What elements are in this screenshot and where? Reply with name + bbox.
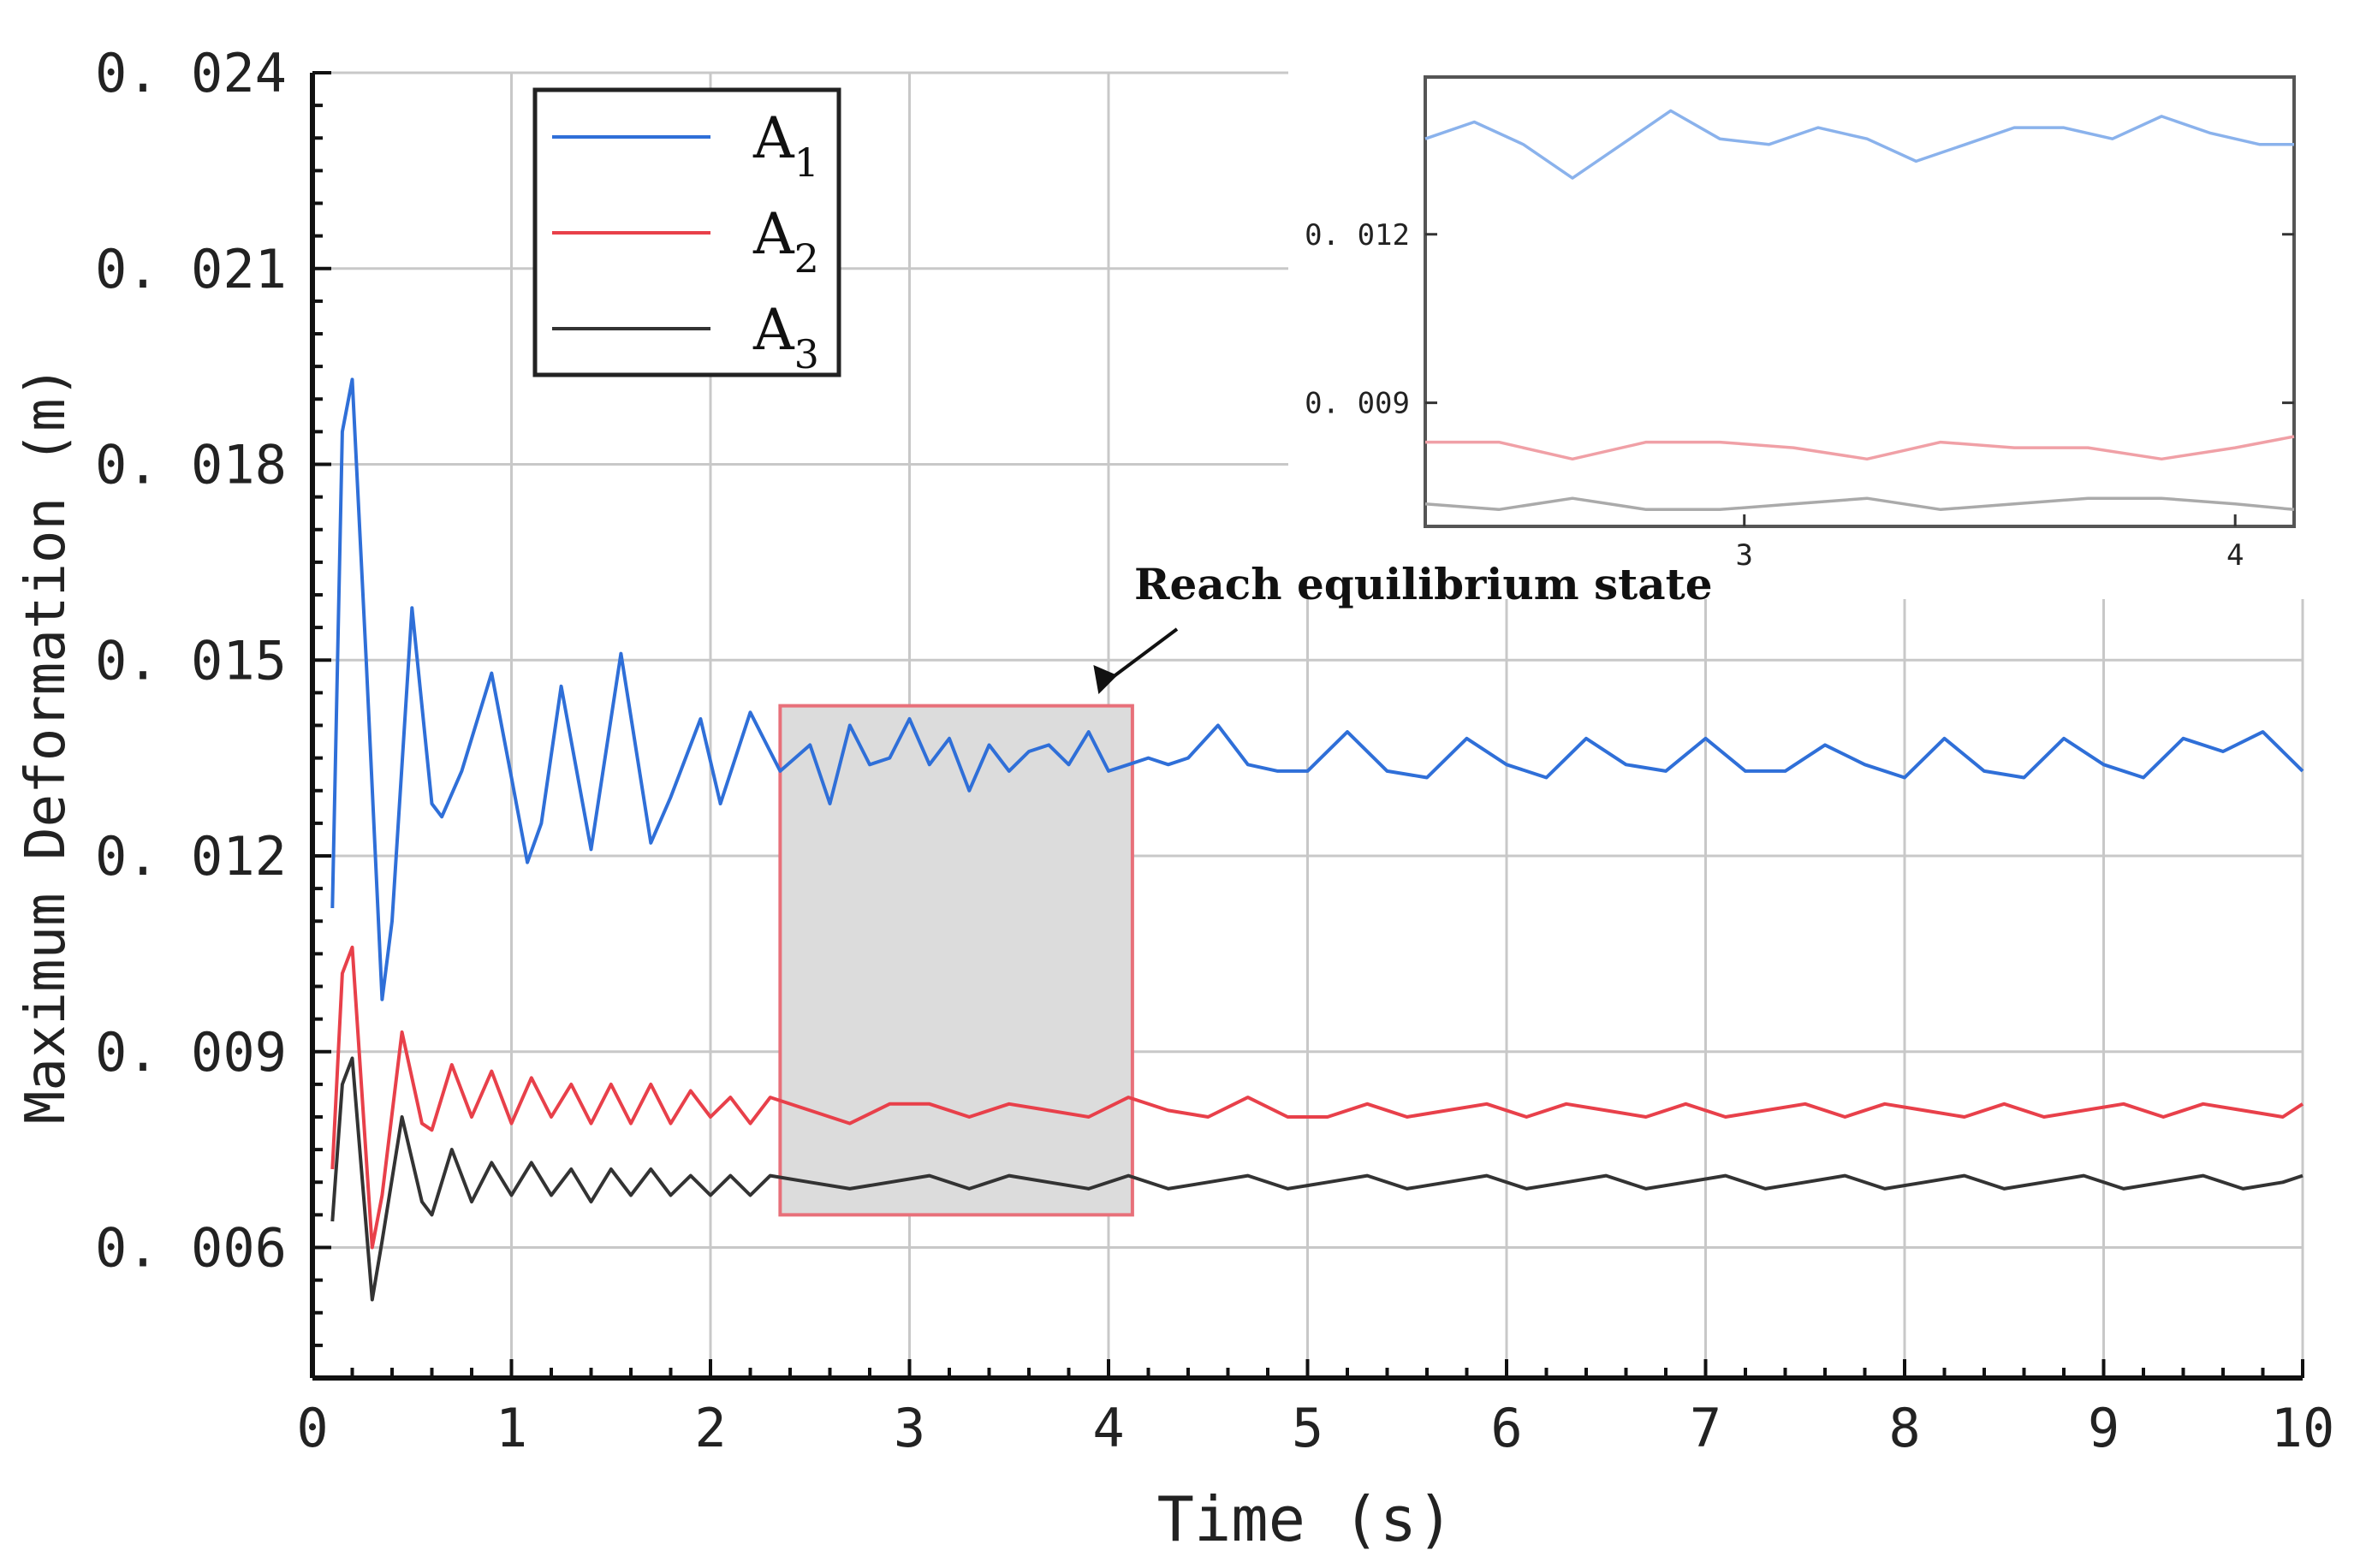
- inset-y-tick-label: 0. 009: [1305, 387, 1410, 421]
- x-tick-label: 2: [694, 1397, 726, 1459]
- x-tick-label: 3: [894, 1397, 925, 1459]
- series-line-A3: [330, 1056, 2304, 1302]
- y-tick-label: 0. 012: [95, 825, 287, 888]
- main-axes: 0. 006 0. 009 0. 012 0. 015 0. 018 0. 021 0. 0…: [95, 42, 2334, 1459]
- series-line-A2: [330, 945, 2304, 1250]
- main-series: [330, 377, 2304, 1302]
- x-tick-label: 9: [2088, 1397, 2119, 1459]
- y-tick-label: 0. 006: [95, 1217, 287, 1280]
- x-axis-title: Time (s): [1157, 1483, 1454, 1555]
- x-tick-label: 10: [2271, 1397, 2335, 1459]
- legend-label-subscript: 1: [794, 140, 819, 186]
- annotation-arrow-head: [1093, 665, 1118, 694]
- inset-chart: 0. 009 0. 012 3 4: [1288, 68, 2307, 599]
- y-tick-label: 0. 024: [95, 42, 287, 104]
- annotation-text: Reach equilibrium state: [1134, 559, 1713, 609]
- legend-label-subscript: 3: [794, 331, 819, 377]
- inset-y-tick-label: 0. 012: [1305, 218, 1410, 252]
- y-tick-label: 0. 018: [95, 434, 287, 496]
- x-tick-label: 8: [1888, 1397, 1920, 1459]
- inset-series-line-A3: [1424, 496, 2295, 512]
- legend-label-subscript: 2: [794, 235, 819, 282]
- x-tick-label: 1: [496, 1397, 527, 1459]
- inset-x-tick-label: 4: [2226, 538, 2244, 573]
- x-tick-label: 4: [1092, 1397, 1124, 1459]
- inset-series-line-A2: [1425, 435, 2295, 461]
- series-line-A1: [330, 377, 2304, 1001]
- x-tick-label: 5: [1292, 1397, 1323, 1459]
- inset-frame: [1424, 75, 2296, 528]
- inset-x-tick-label: 3: [1735, 538, 1752, 573]
- x-tick-label: 7: [1690, 1397, 1721, 1459]
- x-tick-label: 0: [296, 1397, 328, 1459]
- y-axis-title: Maximum Deformation (m): [15, 365, 78, 1124]
- inset-series-line-A1: [1424, 109, 2294, 180]
- annotation: Reach equilibrium state: [1093, 559, 1713, 694]
- y-tick-label: 0. 009: [95, 1021, 287, 1084]
- y-tick-label: 0. 021: [95, 238, 287, 300]
- highlight-box: [778, 704, 1134, 1217]
- y-tick-label: 0. 015: [95, 629, 287, 692]
- x-tick-label: 6: [1490, 1397, 1522, 1459]
- highlight-region: [778, 704, 1134, 1217]
